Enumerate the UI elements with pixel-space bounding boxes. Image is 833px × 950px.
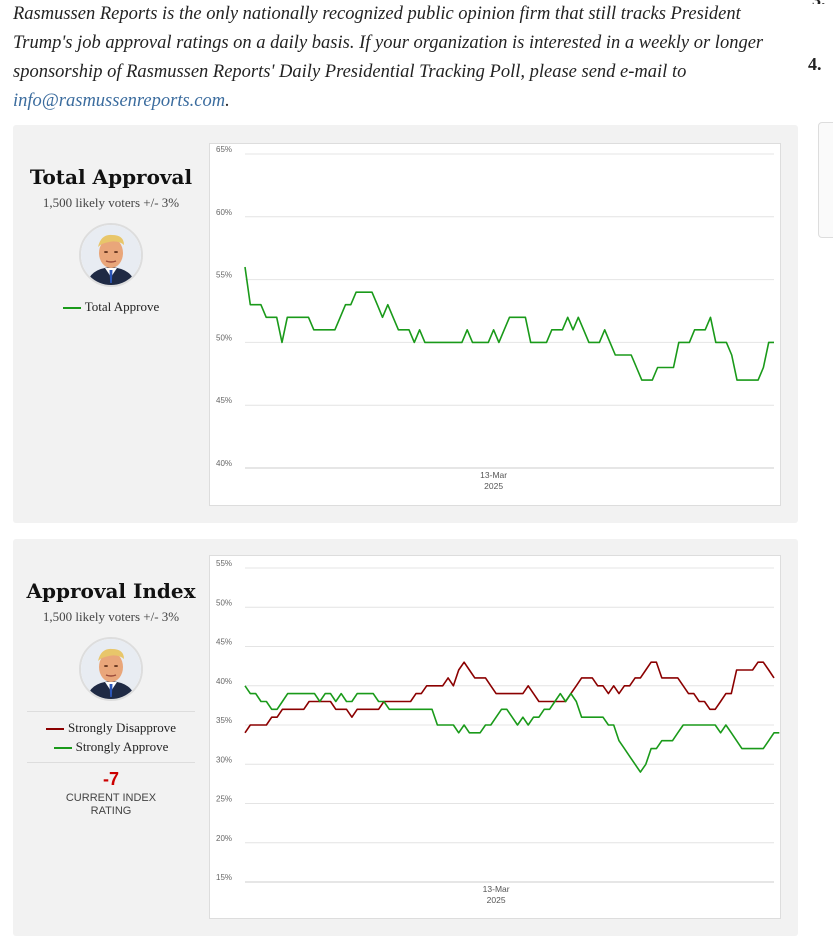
y-tick-label: 55% <box>216 559 232 568</box>
approval-index-chart: 55% 50% 45% 40% 35% 30% 25% 20% 15% 13-Mar 2025 <box>209 555 781 919</box>
panel-title: Total Approval <box>29 165 193 189</box>
legend-label: Strongly Approve <box>75 739 169 754</box>
trump-portrait-icon <box>79 637 143 701</box>
legend: Strongly Disapprove Strongly Approve <box>13 718 209 756</box>
sidebar-card <box>818 122 833 238</box>
series-line-strongly-approve <box>244 685 780 773</box>
y-tick-label: 15% <box>216 873 232 882</box>
current-index-label: CURRENT INDEX RATING <box>65 792 157 817</box>
approval-index-panel: Approval Index 1,500 likely voters +/- 3… <box>13 539 798 936</box>
intro-paragraph: Rasmussen Reports is the only nationally… <box>13 0 783 116</box>
x-tick-label: 2025 <box>487 895 506 905</box>
y-tick-label: 65% <box>216 145 232 154</box>
y-tick-label: 20% <box>216 834 232 843</box>
y-tick-label: 55% <box>216 271 232 280</box>
legend: Total Approve <box>13 297 209 316</box>
y-tick-label: 30% <box>216 755 232 764</box>
legend-item-strongly-approve: Strongly Approve <box>13 737 209 756</box>
y-tick-label: 35% <box>216 716 232 725</box>
email-link[interactable]: info@rasmussenreports.com <box>13 91 226 111</box>
legend-swatch <box>46 728 65 731</box>
y-tick-label: 45% <box>216 396 232 405</box>
total-approval-sidebar: Total Approval 1,500 likely voters +/- 3… <box>13 165 209 316</box>
series-line-strongly-disapprove <box>244 661 775 734</box>
series-line-total-approve <box>244 266 774 381</box>
intro-text: Rasmussen Reports is the only nationally… <box>13 4 764 82</box>
legend-item-strongly-disapprove: Strongly Disapprove <box>13 718 209 737</box>
y-tick-label: 50% <box>216 598 232 607</box>
y-tick-label: 40% <box>216 459 232 468</box>
intro-period: . <box>225 91 230 111</box>
approval-index-sidebar: Approval Index 1,500 likely voters +/- 3… <box>13 579 209 818</box>
legend-swatch <box>62 307 81 310</box>
y-tick-label: 40% <box>216 677 232 686</box>
trump-portrait-icon <box>79 223 143 287</box>
legend-item-total-approve: Total Approve <box>13 297 209 316</box>
panel-subtitle: 1,500 likely voters +/- 3% <box>42 609 180 624</box>
legend-label: Strongly Disapprove <box>68 720 176 735</box>
legend-swatch <box>53 747 72 750</box>
y-tick-label: 60% <box>216 208 232 217</box>
sidebar-number: 4. <box>808 54 822 74</box>
y-tick-label: 25% <box>216 795 232 804</box>
sidebar-number-top: 3. <box>812 0 833 4</box>
x-tick-label: 13-Mar <box>480 470 507 480</box>
total-approval-panel: Total Approval 1,500 likely voters +/- 3… <box>13 125 798 523</box>
y-tick-label: 50% <box>216 333 232 342</box>
x-tick-label: 13-Mar <box>483 884 510 894</box>
panel-title: Approval Index <box>26 579 196 603</box>
panel-subtitle: 1,500 likely voters +/- 3% <box>42 195 180 210</box>
total-approval-chart: 65% 60% 55% 50% 45% 40% 13-Mar 2025 <box>209 143 781 506</box>
legend-label: Total Approve <box>84 299 160 314</box>
divider <box>27 711 195 712</box>
y-tick-label: 45% <box>216 638 232 647</box>
divider <box>27 762 195 763</box>
current-index-value: -7 <box>102 769 119 789</box>
x-tick-label: 2025 <box>484 481 503 491</box>
